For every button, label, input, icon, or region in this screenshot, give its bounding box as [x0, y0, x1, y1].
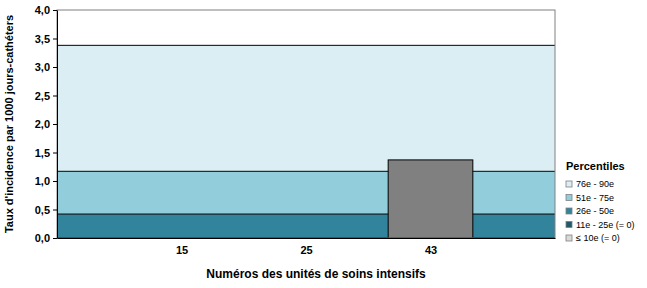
- plot-background: [57, 10, 555, 238]
- percentile-band: [57, 171, 555, 214]
- legend-swatch: [566, 222, 572, 228]
- x-axis: 15 25 43: [58, 238, 556, 256]
- y-tick-label: 2,0: [35, 118, 50, 130]
- y-tick-mark: [53, 124, 57, 125]
- legend-label: 26e - 50e: [576, 206, 614, 216]
- percentile-band: [57, 45, 555, 171]
- y-tick-mark: [53, 210, 57, 211]
- y-tick-label: 0,5: [35, 204, 50, 216]
- legend-swatch: [566, 181, 572, 187]
- legend-label: 76e - 90e: [576, 179, 614, 189]
- y-axis: 0,0 0,5 1,0 1,5 2,0 2,5 3,0 3,5 4,0: [35, 4, 58, 244]
- legend-label: 11e - 25e (= 0): [576, 220, 635, 230]
- x-axis-title: Numéros des unités de soins intensifs: [206, 267, 426, 281]
- y-tick-label: 0,0: [35, 232, 50, 244]
- x-tick-label: 15: [176, 244, 188, 256]
- y-axis-line: [57, 11, 58, 239]
- y-tick: 3,0: [35, 61, 57, 73]
- chart-svg: 0,0 0,5 1,0 1,5 2,0 2,5 3,0 3,5 4,0 15 25 43 Taux d'…: [0, 0, 647, 288]
- y-tick-label: 1,5: [35, 147, 50, 159]
- legend-label: 51e - 75e: [576, 193, 614, 203]
- y-tick: 3,5: [35, 33, 57, 45]
- chart-container: 0,0 0,5 1,0 1,5 2,0 2,5 3,0 3,5 4,0 15 25 43 Taux d'…: [0, 0, 647, 288]
- y-tick-mark: [53, 181, 57, 182]
- y-tick: 0,5: [35, 204, 57, 216]
- legend-swatch: [566, 208, 572, 214]
- y-tick-mark: [53, 10, 57, 11]
- legend: Percentiles 76e - 90e 51e - 75e 26e - 50e 11…: [566, 160, 635, 243]
- bar: [388, 160, 473, 238]
- y-tick-mark: [53, 67, 57, 68]
- percentile-band: [57, 214, 555, 238]
- legend-title: Percentiles: [566, 160, 625, 172]
- y-tick-label: 3,0: [35, 61, 50, 73]
- y-tick-label: 2,5: [35, 90, 50, 102]
- y-tick: 1,5: [35, 147, 57, 159]
- y-tick-label: 4,0: [35, 4, 50, 16]
- y-tick-mark: [53, 96, 57, 97]
- y-tick-mark: [53, 39, 57, 40]
- plot-frame: [57, 10, 555, 238]
- y-tick-label: 1,0: [35, 175, 50, 187]
- y-tick: 4,0: [35, 4, 57, 16]
- y-tick-mark: [53, 153, 57, 154]
- legend-swatch: [566, 235, 572, 241]
- y-tick: 1,0: [35, 175, 57, 187]
- band-boundary: [57, 45, 555, 46]
- y-tick-mark: [53, 238, 57, 239]
- legend-label: ≤ 10e (= 0): [576, 233, 620, 243]
- x-tick: 25: [300, 238, 312, 256]
- plot-marks: [57, 45, 555, 238]
- x-tick: 43: [425, 238, 437, 256]
- y-tick: 2,0: [35, 118, 57, 130]
- x-tick-label: 43: [425, 244, 437, 256]
- legend-swatch: [566, 195, 572, 201]
- x-tick: 15: [176, 238, 188, 256]
- x-tick-label: 25: [300, 244, 312, 256]
- band-boundary: [57, 214, 555, 215]
- y-axis-title: Taux d'incidence par 1000 jours-cathéter…: [3, 15, 15, 233]
- y-tick: 0,0: [35, 232, 57, 244]
- y-tick-label: 3,5: [35, 33, 50, 45]
- x-axis-line: [58, 238, 556, 239]
- y-tick: 2,5: [35, 90, 57, 102]
- band-boundary: [57, 171, 555, 172]
